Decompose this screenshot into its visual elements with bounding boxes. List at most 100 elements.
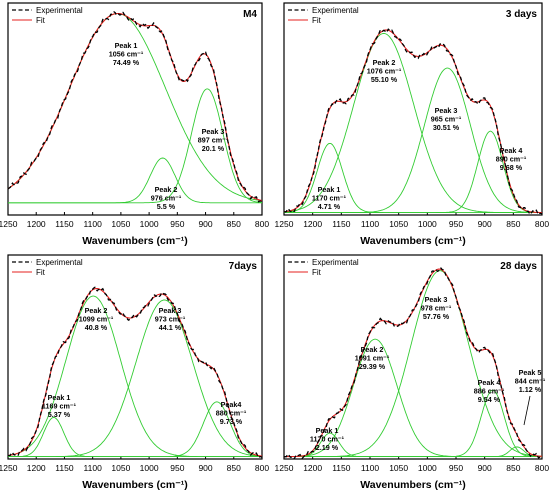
peak-label-line: 1076 cm⁻¹	[367, 67, 402, 76]
peak-label-line: 57.76 %	[423, 312, 450, 321]
panel-title: 7days	[229, 261, 258, 272]
x-tick-label: 1050	[389, 219, 408, 229]
peak-label-line: 890 cm⁻¹	[496, 155, 527, 164]
x-tick-label: 950	[170, 463, 184, 473]
peak-curve-2	[283, 33, 542, 214]
x-tick-label: 850	[227, 219, 241, 229]
peak-curve-4	[284, 130, 542, 214]
x-tick-label: 950	[170, 219, 184, 229]
peak-label-line: 978 cm⁻¹	[421, 304, 452, 313]
x-tick-label: 1250	[0, 463, 18, 473]
peak-label-line: 9.54 %	[478, 395, 501, 404]
experimental-curve	[7, 10, 263, 203]
peak-label-line: 1170 cm⁻¹	[312, 194, 347, 203]
x-tick-label: 1000	[418, 463, 437, 473]
peak-label-line: Peak 1	[318, 185, 341, 194]
peak-label-line: 1056 cm⁻¹	[109, 50, 144, 59]
x-tick-label: 800	[255, 219, 269, 229]
peak-label-line: Peak 5	[519, 368, 542, 377]
peak-label-line: 20.1 %	[202, 144, 225, 153]
peak-label-line: 1169 cm⁻¹	[42, 402, 77, 411]
peak-label-line: 5.37 %	[48, 410, 71, 419]
peak-label-line: 897 cm⁻¹	[198, 136, 229, 145]
peak-label-line: Peak 1	[48, 393, 71, 402]
peak-label-line: 40.8 %	[85, 323, 108, 332]
x-tick-label: 1200	[303, 219, 322, 229]
legend-label-fit: Fit	[312, 16, 322, 25]
plot-frame	[283, 254, 543, 460]
x-tick-label: 1000	[140, 219, 159, 229]
panel-title: 28 days	[500, 261, 537, 272]
peak-label-line: Peak 1	[316, 426, 339, 435]
peak-label-line: 55.10 %	[371, 75, 398, 84]
legend-label-experimental: Experimental	[312, 258, 359, 267]
peak-curve-2	[7, 295, 262, 458]
peak-label-line: 886 cm⁻¹	[474, 387, 505, 396]
x-tick-label: 1050	[389, 463, 408, 473]
x-tick-label: 900	[478, 463, 492, 473]
x-tick-label: 1150	[55, 219, 74, 229]
x-tick-label: 1200	[27, 219, 46, 229]
x-tick-label: 1150	[332, 219, 351, 229]
x-tick-label: 1250	[275, 463, 294, 473]
x-tick-label: 1150	[332, 463, 351, 473]
plot-frame	[7, 2, 263, 216]
experimental-curve	[7, 286, 263, 459]
peak-label-line: 965 cm⁻¹	[431, 115, 462, 124]
experimental-curve	[283, 267, 543, 460]
peak-curve-3	[8, 88, 263, 204]
peak-label-line: Peak 4	[478, 378, 501, 387]
x-tick-label: 900	[198, 219, 212, 229]
plot-frame	[7, 254, 263, 460]
x-tick-label: 850	[227, 463, 241, 473]
legend-label-experimental: Experimental	[312, 6, 359, 15]
peak-label-line: 1170 cm⁻¹	[310, 435, 345, 444]
peak-label-line: Peak 2	[361, 345, 384, 354]
peak-label-line: Peak 2	[373, 58, 396, 67]
x-tick-label: 950	[449, 463, 463, 473]
x-tick-label: 950	[449, 219, 463, 229]
x-tick-label: 1150	[55, 463, 74, 473]
peak-label-line: 74.49 %	[113, 58, 140, 67]
x-tick-label: 1200	[27, 463, 46, 473]
x-tick-label: 1250	[275, 219, 294, 229]
panel-4: 1250 1200 1150 1100 1050 1000 950 900 850 800 Wave…	[275, 254, 549, 491]
x-tick-label: 1000	[140, 463, 159, 473]
x-tick-label: 800	[535, 219, 549, 229]
x-tick-label: 850	[506, 219, 520, 229]
x-tick-label: 800	[255, 463, 269, 473]
peak-label-line: 30.51 %	[433, 123, 460, 132]
fit-curve	[7, 287, 263, 457]
peak-5-pointer	[523, 395, 531, 426]
peak-label-line: Peak 3	[202, 127, 225, 136]
peak-label-line: Peak 2	[85, 306, 108, 315]
peak-label-line: 976 cm⁻¹	[151, 194, 182, 203]
peak-label-line: 4.71 %	[318, 202, 341, 211]
legend-label-experimental: Experimental	[36, 6, 83, 15]
peak-label-line: Peak 1	[115, 41, 138, 50]
peak-label-line: 844 cm⁻¹	[515, 377, 546, 386]
peak-curve-3	[8, 299, 263, 458]
peak-curve-4	[8, 401, 262, 458]
x-tick-label: 1200	[303, 463, 322, 473]
peak-label-line: 44.1 %	[159, 323, 182, 332]
x-axis-title: Wavenumbers (cm⁻¹)	[82, 235, 188, 247]
peak-label-line: Peak 3	[435, 106, 458, 115]
panel-3: 1250 1200 1150 1100 1050 1000 950 900 850 800 Wave…	[0, 254, 269, 491]
